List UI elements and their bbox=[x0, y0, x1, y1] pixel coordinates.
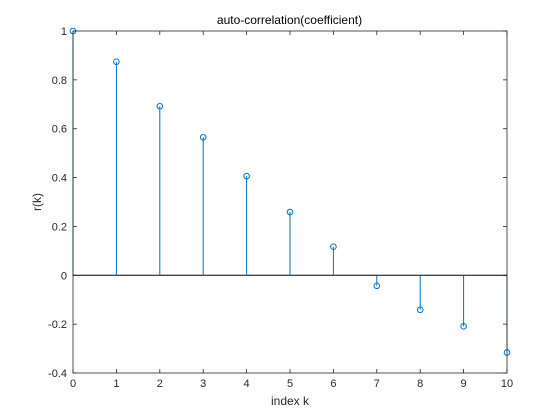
x-tick-label: 3 bbox=[200, 378, 206, 390]
y-tick-label: 0.8 bbox=[52, 75, 67, 87]
y-tick-label: 0.6 bbox=[52, 124, 67, 136]
x-tick-label: 5 bbox=[287, 378, 293, 390]
x-tick-label: 9 bbox=[461, 378, 467, 390]
x-tick-label: 6 bbox=[330, 378, 336, 390]
stem-marker bbox=[243, 172, 250, 180]
stem-marker bbox=[460, 323, 467, 330]
x-tick-label: 7 bbox=[374, 378, 380, 390]
y-tick-label: 0 bbox=[61, 270, 67, 282]
stem-marker bbox=[373, 282, 381, 290]
stem-marker bbox=[416, 306, 424, 314]
y-axis-ticks: -0.4 -0.2 0 0.2 0.4 0.6 0.8 1 bbox=[48, 26, 507, 380]
y-tick-label: -0.4 bbox=[48, 368, 67, 380]
y-tick-label: 0.4 bbox=[52, 173, 67, 185]
stem-marker bbox=[156, 102, 164, 110]
x-tick-label: 0 bbox=[70, 378, 76, 390]
x-tick-label: 1 bbox=[113, 378, 119, 390]
stem-marker bbox=[330, 243, 337, 251]
x-tick-label: 2 bbox=[157, 378, 163, 390]
y-axis-label: r(k) bbox=[30, 193, 44, 211]
axes-box bbox=[72, 30, 508, 374]
y-tick-label: 1 bbox=[61, 26, 67, 38]
x-tick-label: 4 bbox=[244, 378, 250, 390]
plot-area bbox=[73, 31, 507, 373]
chart-title: auto-correlation(coefficient) bbox=[217, 13, 362, 27]
x-tick-label: 10 bbox=[501, 378, 513, 390]
x-axis-label: index k bbox=[271, 394, 310, 408]
stem-marker bbox=[113, 58, 120, 66]
stem-marker bbox=[286, 208, 294, 216]
y-tick-label: -0.2 bbox=[48, 319, 67, 331]
y-tick-label: 0.2 bbox=[52, 221, 67, 233]
stem-marker bbox=[199, 133, 207, 141]
x-tick-label: 8 bbox=[417, 378, 423, 390]
x-axis-ticks: 0 1 2 3 4 5 6 7 8 9 10 bbox=[70, 31, 513, 390]
